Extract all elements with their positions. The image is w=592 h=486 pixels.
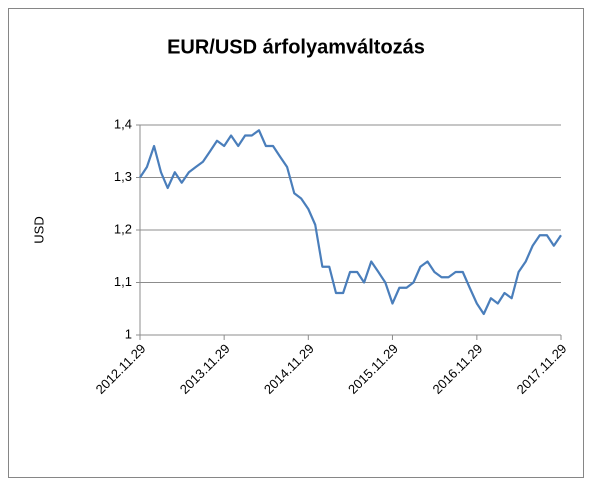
chart-border	[8, 8, 584, 478]
chart-title: EUR/USD árfolyamváltozás	[167, 36, 425, 58]
y-axis-label: USD	[31, 216, 46, 243]
series-line	[139, 129, 562, 316]
y-tick-label: 1,4	[114, 116, 132, 131]
y-tick-label: 1,2	[114, 221, 132, 236]
y-tick-label: 1,3	[114, 169, 132, 184]
y-tick-label: 1	[125, 326, 132, 341]
y-tick-label: 1,1	[114, 274, 132, 289]
